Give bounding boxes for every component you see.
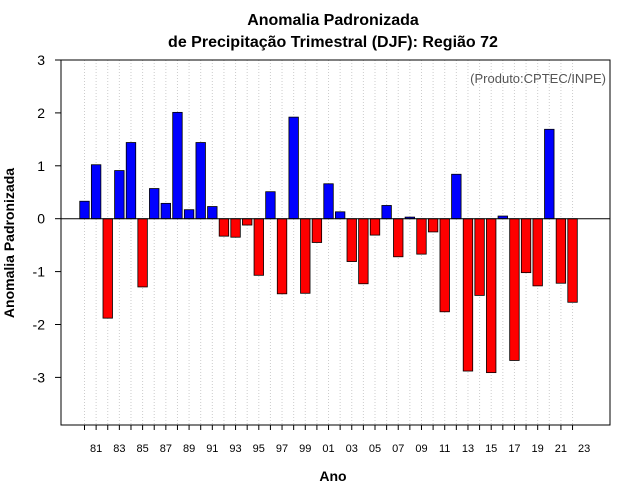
x-tick-label: 95	[253, 443, 265, 455]
bar-18	[520, 218, 532, 274]
x-tick-label: 83	[113, 443, 125, 455]
bars	[79, 111, 578, 374]
bar-95	[253, 218, 264, 276]
x-tick-label: 87	[160, 443, 172, 455]
bar-97	[276, 218, 288, 295]
x-tick-label: 23	[578, 443, 590, 455]
bar-92	[218, 218, 230, 237]
x-tick-label: 09	[415, 443, 427, 455]
bar-88	[172, 111, 183, 220]
bar-06	[381, 205, 392, 220]
x-tick-label: 13	[462, 443, 474, 455]
x-tick-label: 99	[299, 443, 311, 455]
bar-12	[451, 173, 462, 220]
bar-82	[102, 218, 113, 319]
x-tick-label: 89	[183, 443, 195, 455]
x-tick-label: 85	[136, 443, 148, 455]
bar-93	[230, 218, 241, 238]
bar-81	[90, 164, 102, 220]
x-tick-label: 15	[485, 443, 497, 455]
chart-title: Anomalia Padronizada	[247, 12, 419, 29]
bar-94	[242, 218, 253, 226]
bar-21	[555, 218, 567, 284]
x-tick-label: 01	[322, 443, 334, 455]
y-tick-label: -3	[33, 369, 46, 385]
x-tick-label: 11	[439, 443, 450, 455]
y-tick-label: 2	[37, 105, 45, 121]
bar-83	[114, 170, 125, 220]
bar-01	[323, 183, 334, 220]
bar-20	[544, 128, 555, 220]
bar-87	[160, 202, 171, 220]
y-tick-label: 0	[37, 211, 45, 227]
bar-00	[311, 218, 323, 243]
bar-89	[183, 209, 195, 220]
bar-80	[79, 200, 90, 220]
x-tick-label: 17	[508, 443, 520, 455]
bar-98	[288, 116, 299, 220]
bar-02	[334, 211, 346, 220]
bar-05	[369, 218, 381, 236]
x-tick-label: 03	[346, 443, 358, 455]
bar-10	[427, 218, 439, 233]
y-tick-label: -1	[33, 264, 46, 280]
x-tick-label: 81	[90, 443, 102, 455]
y-tick-label: 1	[37, 158, 45, 174]
source-label: (Produto:CPTEC/INPE)	[470, 71, 606, 86]
bar-86	[149, 188, 160, 220]
bar-91	[207, 206, 218, 220]
bar-13	[462, 218, 474, 372]
x-tick-label: 93	[229, 443, 241, 455]
x-axis-label: Ano	[319, 468, 346, 484]
bar-15	[486, 218, 497, 374]
x-tick-label: 21	[555, 443, 567, 455]
bar-90	[195, 142, 206, 220]
bar-19	[532, 218, 543, 287]
y-tick-label: 3	[37, 52, 45, 68]
bar-03	[346, 218, 357, 262]
x-tick-label: 19	[532, 443, 544, 455]
y-axis-label: Anomalia Padronizada	[1, 168, 17, 318]
x-tick-label: 91	[206, 443, 218, 455]
bar-22	[567, 218, 578, 303]
x-tick-label: 05	[369, 443, 381, 455]
bar-17	[509, 218, 520, 361]
bar-14	[474, 218, 485, 296]
y-tick-label: -2	[33, 316, 46, 332]
bar-07	[393, 218, 404, 258]
chart-subtitle: de Precipitação Trimestral (DJF): Região…	[168, 34, 498, 51]
bar-85	[137, 218, 148, 288]
x-axis: 81 83 85 87 89 91 93 95 97 99 01 03 05 07 09 11 13 15 17 19…	[84, 425, 590, 455]
grid	[84, 60, 574, 425]
x-tick-label: 07	[392, 443, 404, 455]
bar-96	[265, 191, 276, 220]
x-tick-label: 97	[276, 443, 288, 455]
bar-99	[300, 218, 311, 294]
y-axis: -3 -2 -1 0 1 2 3	[33, 52, 61, 385]
bar-09	[416, 218, 427, 255]
bar-11	[439, 218, 450, 313]
plot-frame	[60, 59, 611, 426]
bar-84	[125, 142, 137, 220]
bar-04	[358, 218, 369, 285]
